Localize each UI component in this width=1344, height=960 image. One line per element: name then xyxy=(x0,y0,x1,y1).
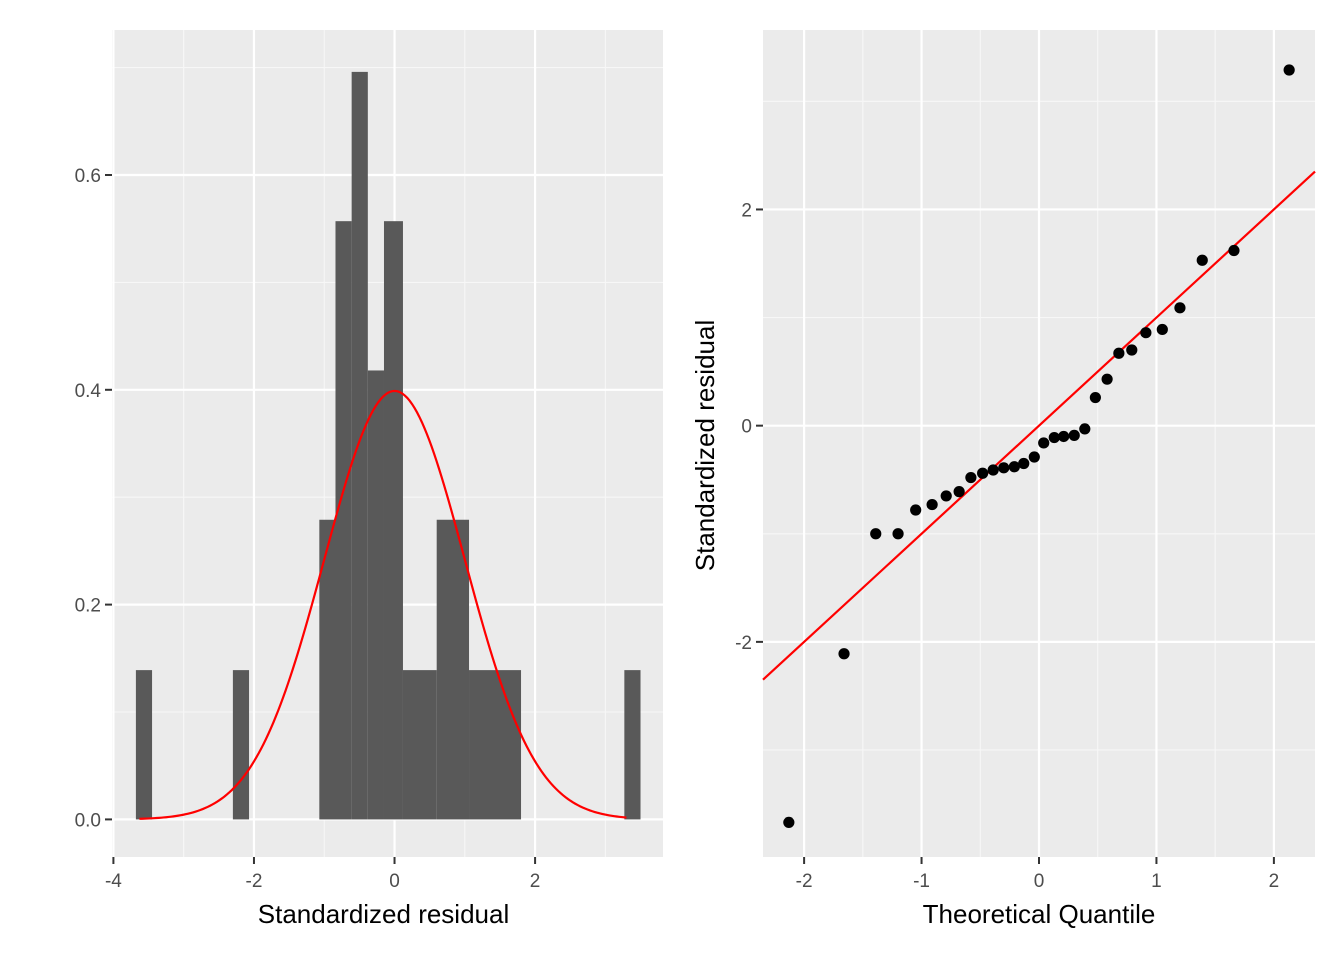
qq-point xyxy=(783,816,795,829)
histogram-bar xyxy=(383,221,403,820)
qq-point xyxy=(1174,302,1186,314)
qq-point xyxy=(1283,64,1295,76)
qq-point xyxy=(977,467,989,479)
qq-x-axis: -2 -1 0 1 2 xyxy=(796,857,1280,892)
histogram-bars xyxy=(135,71,641,820)
qq-point xyxy=(838,648,850,660)
qq-point xyxy=(1048,431,1060,444)
qq-point xyxy=(1101,373,1113,385)
qq-point xyxy=(1018,457,1030,470)
x-tick-label: 0 xyxy=(389,871,400,892)
qq-reference-line xyxy=(762,170,1316,681)
qq-x-axis-title: Theoretical Quantile xyxy=(923,899,1156,929)
x-tick-label: -2 xyxy=(246,871,263,892)
qq-point xyxy=(892,528,904,540)
x-tick-label: 2 xyxy=(1269,871,1280,892)
histogram-bar xyxy=(469,670,522,820)
histogram-x-axis-title: Standardized residual xyxy=(258,899,510,929)
qq-y-axis-title: Standardized residual xyxy=(690,320,720,572)
y-tick-label: 0 xyxy=(741,417,752,438)
histogram-panel: -4 -2 0 2 0.0 0.2 0.4 0.6 Standardized residua… xyxy=(75,30,663,929)
x-tick-label: -2 xyxy=(796,871,813,892)
y-tick-label: 2 xyxy=(741,200,752,221)
x-tick-label: -1 xyxy=(913,871,930,892)
histogram-bar xyxy=(335,221,352,820)
histogram-bar xyxy=(135,670,153,820)
qq-point xyxy=(987,464,999,476)
histogram-bar xyxy=(351,71,368,820)
histogram-bar xyxy=(319,519,336,820)
qq-point xyxy=(998,462,1010,474)
histogram-bar xyxy=(367,370,384,820)
histogram-bar xyxy=(232,670,250,820)
histogram-y-axis: 0.0 0.2 0.4 0.6 xyxy=(75,166,112,831)
x-tick-label: 2 xyxy=(530,871,541,892)
qq-point xyxy=(870,528,882,540)
qq-point xyxy=(1089,391,1101,404)
qq-point xyxy=(965,471,977,484)
qq-point xyxy=(1008,461,1020,473)
qq-point xyxy=(1028,451,1040,463)
qq-points xyxy=(783,64,1295,829)
histogram-bar xyxy=(436,519,470,820)
qq-point xyxy=(910,504,922,516)
normal-density-curve xyxy=(139,389,627,820)
qq-point xyxy=(1079,423,1091,435)
qq-point xyxy=(1140,327,1152,339)
x-tick-label: -4 xyxy=(105,871,122,892)
y-tick-label: 0.6 xyxy=(75,166,101,187)
qq-plot-panel: -2 -1 0 1 2 -2 0 2 Theoretical Quantile Standa… xyxy=(690,30,1316,929)
y-tick-label: -2 xyxy=(735,633,752,654)
x-tick-label: 1 xyxy=(1151,871,1162,892)
qq-y-axis: -2 0 2 xyxy=(735,200,763,654)
y-tick-label: 0.0 xyxy=(75,810,101,831)
x-tick-label: 0 xyxy=(1034,871,1045,892)
qq-point xyxy=(1113,347,1125,359)
qq-point xyxy=(953,486,965,498)
histogram-x-axis: -4 -2 0 2 xyxy=(105,857,540,892)
qq-point xyxy=(926,498,938,511)
y-tick-label: 0.4 xyxy=(75,381,102,402)
qq-point xyxy=(1126,344,1138,356)
qq-point xyxy=(1038,437,1050,449)
histogram-bar xyxy=(624,670,641,820)
qq-point xyxy=(1196,254,1208,266)
qq-point xyxy=(940,490,952,502)
y-tick-label: 0.2 xyxy=(75,596,101,617)
qq-point xyxy=(1156,323,1168,336)
histogram-bar xyxy=(402,670,437,820)
qq-point xyxy=(1058,430,1070,443)
qq-point xyxy=(1068,429,1080,441)
qq-point xyxy=(1228,244,1240,257)
